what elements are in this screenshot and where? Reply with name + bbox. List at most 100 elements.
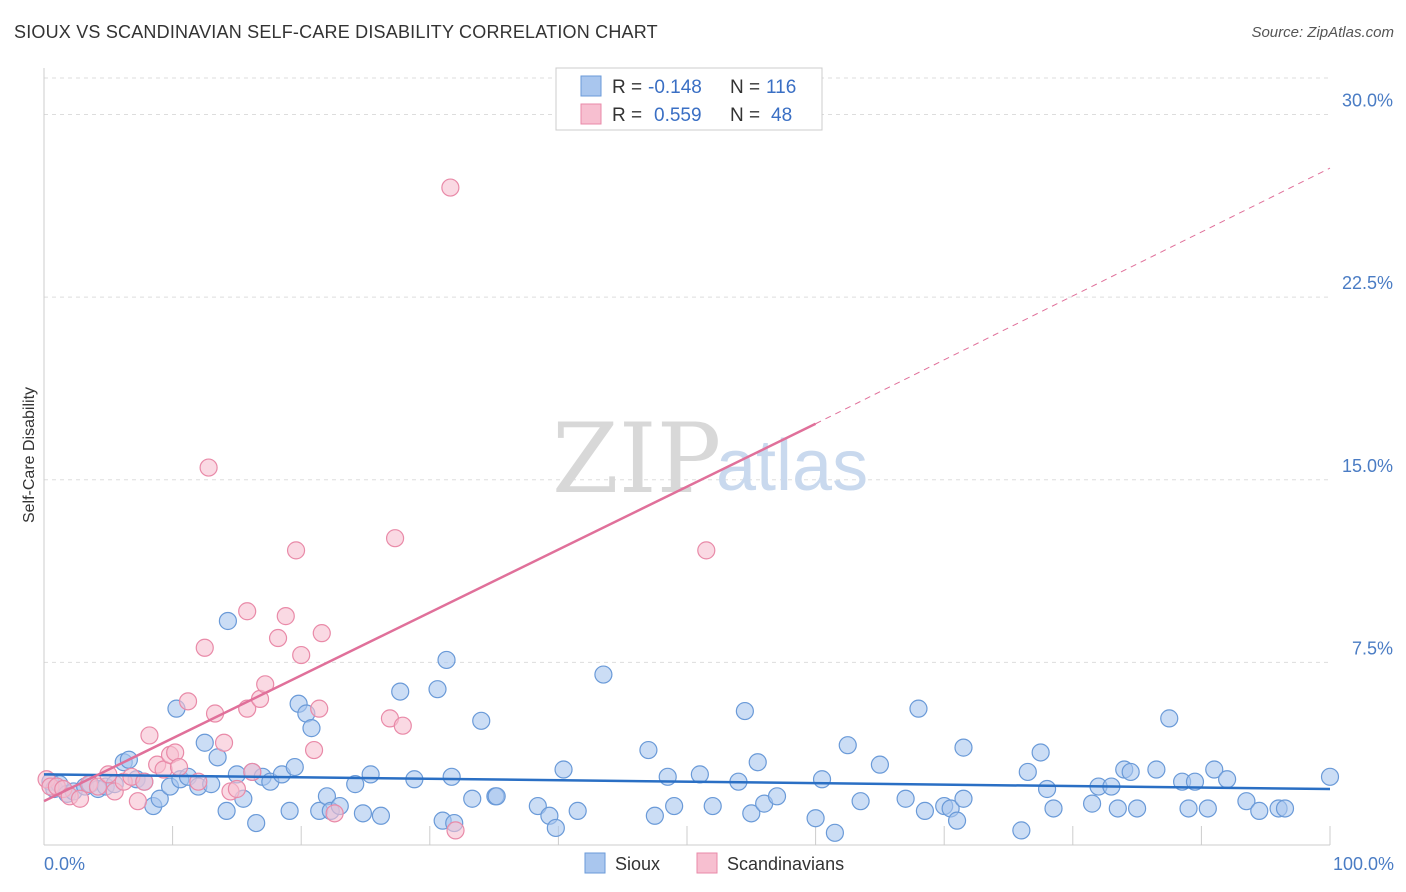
sioux-point xyxy=(1127,799,1147,818)
scandinavian-point xyxy=(189,772,208,791)
sioux-point xyxy=(218,611,237,631)
sioux-point xyxy=(1018,762,1037,782)
sioux-point xyxy=(1237,792,1256,811)
sioux-point xyxy=(280,801,299,821)
sioux-point xyxy=(150,789,169,808)
sioux-point xyxy=(353,804,373,823)
sioux-point xyxy=(954,738,973,757)
sioux-point xyxy=(1012,821,1031,840)
legend-swatch-scandinavians xyxy=(580,103,602,125)
sioux-point xyxy=(554,760,573,779)
sioux-point xyxy=(285,757,304,777)
sioux-point xyxy=(825,823,844,842)
scandinavian-point xyxy=(128,792,147,811)
sioux-point xyxy=(742,804,761,823)
scandinavian-point xyxy=(312,624,331,643)
sioux-point xyxy=(870,755,890,774)
sioux-point xyxy=(437,650,456,670)
scandinavian-point xyxy=(268,628,288,648)
sioux-point xyxy=(1275,799,1295,818)
y-axis-label: Self-Care Disability xyxy=(21,387,38,523)
sioux-point xyxy=(1179,799,1198,818)
series-legend: Sioux Scandinavians xyxy=(584,852,844,874)
scandinavian-point xyxy=(310,699,329,718)
scandinavian-point xyxy=(178,692,198,711)
grid xyxy=(44,77,1330,663)
sioux-point xyxy=(217,801,236,821)
sioux-point xyxy=(735,701,754,721)
sioux-point xyxy=(748,753,767,772)
legend-r-label-scandinavians: R = xyxy=(612,105,642,126)
scandinavian-point xyxy=(169,757,189,777)
sioux-point xyxy=(915,801,935,821)
scandinavian-point xyxy=(140,726,159,745)
sioux-point xyxy=(767,787,787,806)
scandinavian-point xyxy=(393,716,412,735)
sioux-point xyxy=(1320,767,1340,786)
watermark-zip: ZIP xyxy=(552,403,721,515)
sioux-point xyxy=(1185,772,1205,791)
scandinavian-point xyxy=(214,733,234,752)
sioux-point xyxy=(1147,760,1166,779)
sioux-point xyxy=(851,792,870,811)
scandinavian-point xyxy=(199,458,218,477)
axes: 7.5% 15.0% 22.5% 30.0% 0.0% 100.0% xyxy=(43,68,1394,874)
sioux-point xyxy=(1108,799,1127,818)
sioux-point xyxy=(346,775,365,794)
sioux-point xyxy=(1250,801,1269,821)
sioux-point xyxy=(896,789,915,808)
sioux-point xyxy=(568,801,587,821)
sioux-point xyxy=(442,767,461,786)
sioux-point xyxy=(528,796,547,816)
scandinavian-trend-extension xyxy=(815,167,1331,425)
scandinavian-point xyxy=(325,804,344,823)
scandinavian-point xyxy=(88,777,108,796)
sioux-point xyxy=(838,736,857,755)
source-label: Source: ZipAtlas.com xyxy=(1251,24,1394,41)
legend-r-label-sioux: R = xyxy=(612,77,642,98)
series-legend-scandinavians: Scandinavians xyxy=(727,854,844,874)
sioux-point xyxy=(302,719,321,738)
y-tick-label: 7.5% xyxy=(1352,638,1393,658)
scandinavian-point xyxy=(238,602,257,621)
sioux-point xyxy=(690,765,709,784)
sioux-point xyxy=(546,818,565,838)
sioux-point xyxy=(428,680,447,699)
sioux-point xyxy=(463,789,482,808)
sioux-point xyxy=(645,806,664,825)
scandinavian-point xyxy=(697,541,716,560)
series-legend-swatch-scandinavians xyxy=(696,852,718,874)
scandinavian-point xyxy=(135,772,154,791)
scandinavian-point xyxy=(227,779,246,799)
sioux-point xyxy=(812,770,832,789)
sioux-point xyxy=(947,811,967,830)
sioux-trend-line xyxy=(43,773,1331,791)
sioux-point xyxy=(371,806,391,825)
watermark-atlas: atlas xyxy=(716,426,868,506)
scandinavian-point xyxy=(286,541,306,560)
chart-title: SIOUX VS SCANDINAVIAN SELF-CARE DISABILI… xyxy=(14,22,658,42)
sioux-point xyxy=(594,665,613,684)
legend-swatch-sioux xyxy=(580,75,602,97)
sioux-point xyxy=(1121,762,1140,782)
sioux-point xyxy=(487,787,506,806)
scandinavian-point xyxy=(441,178,460,197)
sioux-point xyxy=(1160,709,1179,728)
sioux-point xyxy=(1037,779,1057,799)
legend-n-value-scandinavians: 48 xyxy=(771,105,792,126)
sioux-point xyxy=(703,796,722,816)
correlation-legend: R = -0.148 N = 116 R = 0.559 N = 48 xyxy=(555,67,823,131)
scandinavian-point xyxy=(292,645,311,665)
y-tick-label: 15.0% xyxy=(1342,456,1393,476)
sioux-point xyxy=(665,796,684,816)
legend-n-label-scandinavians: N = xyxy=(730,105,760,126)
series-legend-sioux: Sioux xyxy=(615,854,660,874)
sioux-point xyxy=(1082,794,1102,813)
scandinavian-point xyxy=(385,529,405,548)
sioux-point xyxy=(472,711,491,730)
sioux-point xyxy=(909,699,928,718)
sioux-point xyxy=(639,740,658,760)
y-tick-label: 30.0% xyxy=(1342,91,1393,111)
sioux-point xyxy=(1044,799,1063,818)
